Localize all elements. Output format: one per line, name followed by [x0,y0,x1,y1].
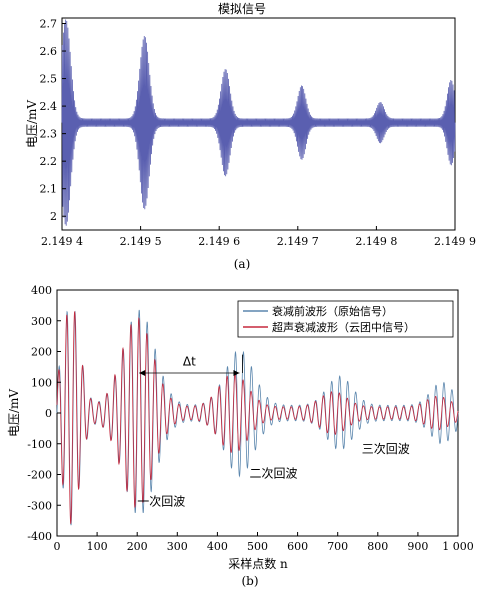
chart-b-x-ticks: 0 100 200 300 400 500 600 700 800 900 1 000 [54,532,474,553]
chart-a-y-tick-label: 2.1 [40,183,58,196]
chart-b-x-tick-label: 800 [367,540,388,553]
chart-b-y-tick-label: 400 [31,284,52,297]
chart-a: 模拟信号 2.149 4 2.149 5 2.149 6 2.149 7 2.149 8… [25,2,476,271]
chart-a-series-line [61,19,456,226]
chart-b-x-tick-label: 0 [54,540,61,553]
chart-a-x-tick-label: 2.149 9 [434,235,476,248]
chart-b: 0 100 200 300 400 500 600 700 800 900 1 000 -400 -3… [7,284,474,588]
chart-a-y-tick-label: 2.2 [40,155,58,168]
chart-b-xlabel: 采样点数 n [228,556,288,571]
chart-a-y-ticks: 2 2.1 2.2 2.3 2.4 2.5 2.6 2.7 [40,18,66,223]
chart-b-x-tick-label: 700 [327,540,348,553]
chart-a-y-tick-label: 2.4 [40,100,58,113]
delta-t-arrowhead-right [233,370,240,377]
chart-b-x-tick-label: 400 [207,540,228,553]
chart-b-x-tick-label: 200 [127,540,148,553]
chart-a-y-tick-label: 2.6 [40,45,58,58]
chart-a-x-ticks: 2.149 4 2.149 5 2.149 6 2.149 7 2.149 8 2.149… [41,226,476,248]
chart-b-x-tick-label: 300 [167,540,188,553]
chart-b-annotation: 一次回波 [137,494,185,508]
chart-b-x-tick-label: 1 000 [442,540,474,553]
chart-a-x-tick-label: 2.149 7 [277,235,319,248]
chart-b-legend: 衰减前波形（原始信号） 超声衰减波形（云团中信号） [237,300,454,338]
chart-b-y-tick-label: 0 [45,407,52,420]
chart-a-title: 模拟信号 [218,2,266,16]
legend-label-original: 衰减前波形（原始信号） [272,304,393,318]
chart-a-y-tick-label: 2.5 [40,73,58,86]
chart-a-ylabel: 电压/mV [25,100,39,148]
chart-b-ylabel: 电压/mV [7,389,21,437]
chart-a-x-tick-label: 2.149 6 [198,235,240,248]
chart-b-x-tick-label: 100 [87,540,108,553]
chart-b-y-tick-label: 300 [31,315,52,328]
delta-t-arrow [139,354,243,377]
chart-a-x-tick-label: 2.149 5 [120,235,162,248]
legend-label-attenuated: 超声衰减波形（云团中信号） [272,320,415,334]
chart-a-x-tick-label: 2.149 8 [355,235,397,248]
chart-b-series-attenuated [56,311,459,525]
chart-b-x-tick-label: 500 [247,540,268,553]
chart-b-caption: (b) [241,574,258,588]
chart-b-y-ticks: -400 -300 -200 -100 0 100 200 300 400 [27,284,61,543]
chart-b-x-tick-label: 900 [407,540,428,553]
chart-b-y-tick-label: -400 [27,530,52,543]
chart-b-annotation: 三次回波 [362,442,410,456]
chart-b-y-tick-label: -200 [27,469,52,482]
chart-b-y-tick-label: -300 [27,499,52,512]
chart-a-y-tick-label: 2 [50,210,57,223]
chart-b-annotation: 二次回波 [250,467,298,481]
chart-a-x-tick-label: 2.149 4 [41,235,83,248]
chart-a-y-tick-label: 2.3 [40,128,58,141]
chart-b-y-tick-label: -100 [27,438,52,451]
chart-b-y-tick-label: 200 [31,346,52,359]
chart-b-annotation: Δt [183,354,196,368]
legend-box [237,300,454,338]
chart-a-caption: (a) [234,257,251,271]
chart-a-y-tick-label: 2.7 [40,18,58,31]
chart-b-y-tick-label: 100 [31,376,52,389]
chart-b-x-tick-label: 600 [287,540,308,553]
chart-b-annotations: Δt 一次回波 二次回波 三次回波 [137,354,410,508]
delta-t-arrowhead-left [139,370,146,377]
